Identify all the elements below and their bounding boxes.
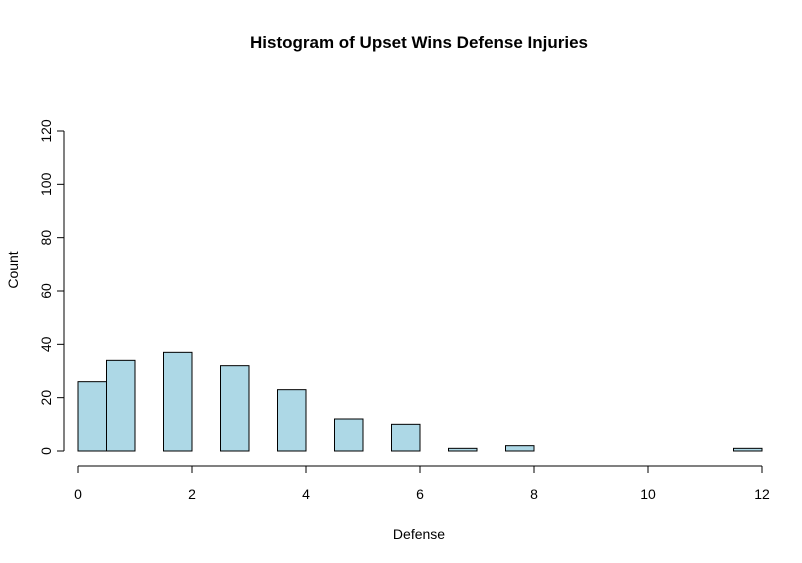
histogram-bar [220, 365, 250, 452]
bars-layer [77, 351, 763, 452]
histogram-bar [77, 381, 107, 452]
histogram-bar [106, 359, 136, 452]
y-axis-label: Count [5, 251, 21, 288]
histogram-bar [334, 418, 364, 452]
y-tick-label: 120 [38, 119, 54, 143]
x-tick-label: 4 [302, 486, 310, 502]
x-tick-label: 2 [188, 486, 196, 502]
y-tick-label: 0 [38, 447, 54, 455]
histogram-bar [448, 447, 478, 452]
x-axis-label: Defense [393, 526, 445, 542]
y-tick-label: 20 [38, 390, 54, 406]
histogram-bar [733, 447, 763, 452]
histogram-bar [505, 445, 535, 452]
histogram-bar [163, 351, 193, 452]
histogram-bar [391, 423, 421, 452]
y-tick-label: 80 [38, 230, 54, 246]
y-tick-label: 40 [38, 336, 54, 352]
x-tick-label: 10 [640, 486, 656, 502]
y-tick-label: 60 [38, 283, 54, 299]
y-axis: 0 20 40 60 80 100 120 [38, 119, 65, 455]
chart-title: Histogram of Upset Wins Defense Injuries [250, 33, 588, 52]
x-tick-label: 6 [416, 486, 424, 502]
x-tick-label: 8 [530, 486, 538, 502]
y-tick-label: 100 [38, 172, 54, 196]
x-axis: 0 2 4 6 8 10 12 [74, 465, 770, 502]
x-tick-label: 12 [754, 486, 770, 502]
x-tick-label: 0 [74, 486, 82, 502]
histogram-bar [277, 389, 307, 452]
